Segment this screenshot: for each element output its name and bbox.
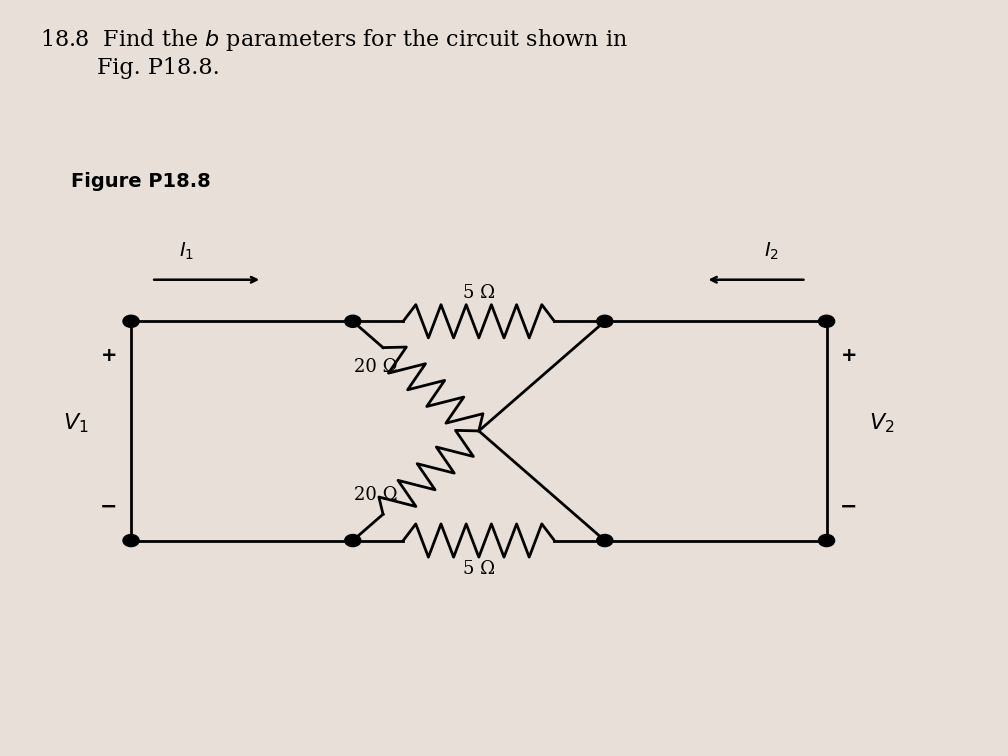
Text: 20 Ω: 20 Ω (354, 486, 397, 504)
Text: +: + (841, 345, 857, 365)
Text: −: − (100, 497, 118, 516)
Circle shape (818, 315, 835, 327)
Text: +: + (101, 345, 117, 365)
Circle shape (123, 534, 139, 547)
Text: 5 Ω: 5 Ω (463, 560, 495, 578)
Text: 20 Ω: 20 Ω (354, 358, 397, 376)
Text: −: − (840, 497, 858, 516)
Circle shape (597, 315, 613, 327)
Text: 5 Ω: 5 Ω (463, 284, 495, 302)
Circle shape (818, 534, 835, 547)
Text: $I_1$: $I_1$ (178, 240, 195, 262)
Text: Figure P18.8: Figure P18.8 (71, 172, 211, 191)
Text: $I_2$: $I_2$ (764, 240, 778, 262)
Text: 18.8  Find the $b$ parameters for the circuit shown in
        Fig. P18.8.: 18.8 Find the $b$ parameters for the cir… (40, 27, 628, 79)
Text: $V_1$: $V_1$ (62, 411, 89, 435)
Circle shape (123, 315, 139, 327)
Circle shape (345, 534, 361, 547)
Circle shape (597, 534, 613, 547)
Circle shape (345, 315, 361, 327)
Text: $V_2$: $V_2$ (869, 411, 895, 435)
